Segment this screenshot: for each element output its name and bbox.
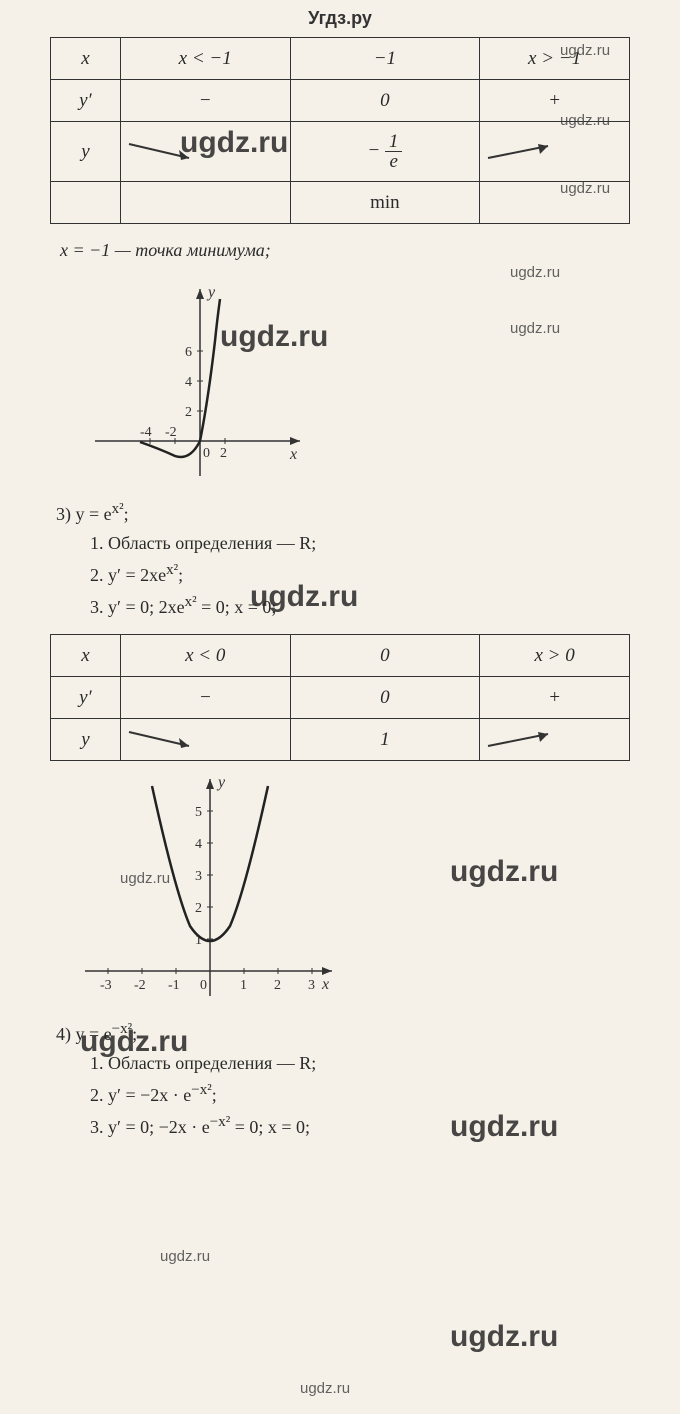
watermark-small: ugdz.ru	[300, 1380, 350, 1397]
table-row: x x < −1 −1 x > −1	[51, 38, 630, 80]
cell: 0	[290, 635, 480, 677]
table-row: min	[51, 182, 630, 224]
arrow-up-icon	[480, 140, 560, 164]
cell: x > 0	[480, 635, 630, 677]
fraction-prefix: −	[367, 140, 380, 161]
problem-4-line-3: 3. y′ = 0; −2x · e−x² = 0; x = 0;	[50, 1110, 640, 1142]
cell: y	[51, 719, 121, 761]
problem-3-head: 3) y = ex²;	[50, 497, 640, 529]
svg-text:0: 0	[200, 978, 207, 993]
svg-text:2: 2	[274, 978, 281, 993]
cell: x	[51, 38, 121, 80]
graph-2-container: y x -3 -2 -1 0 1 2 3 1 2 3 4 5	[80, 771, 340, 1001]
svg-text:1: 1	[240, 978, 247, 993]
graph-2: y x -3 -2 -1 0 1 2 3 1 2 3 4 5	[80, 771, 340, 1001]
cell: x < −1	[120, 38, 290, 80]
cell: 0	[290, 677, 480, 719]
cell-arrow-down	[120, 122, 290, 182]
main-content: x x < −1 −1 x > −1 y′ − 0 + y − 1	[0, 37, 680, 1142]
table-row: y − 1 e	[51, 122, 630, 182]
graph-1-container: y x -4 -2 0 2 2 4 6	[90, 281, 310, 481]
cell: y	[51, 122, 121, 182]
fraction-den: e	[385, 152, 403, 171]
page-header: Угдз.ру	[0, 0, 680, 33]
svg-text:2: 2	[195, 901, 202, 916]
cell: −1	[290, 38, 480, 80]
table-row: x x < 0 0 x > 0	[51, 635, 630, 677]
svg-text:4: 4	[185, 375, 192, 390]
x-axis-label: x	[321, 976, 329, 993]
cell-fraction: − 1 e	[290, 122, 480, 182]
problem-4-head: 4) y = e−x²;	[50, 1017, 640, 1049]
cell: −	[120, 80, 290, 122]
svg-text:0: 0	[203, 446, 210, 461]
cell	[480, 182, 630, 224]
problem-4-line-2: 2. y′ = −2x · e−x²;	[50, 1078, 640, 1110]
cell: +	[480, 80, 630, 122]
analysis-table-2: x x < 0 0 x > 0 y′ − 0 + y 1	[50, 634, 630, 761]
table-row: y 1	[51, 719, 630, 761]
cell: 1	[290, 719, 480, 761]
cell: x > −1	[480, 38, 630, 80]
watermark-small: ugdz.ru	[160, 1248, 210, 1265]
table-row: y′ − 0 +	[51, 677, 630, 719]
svg-text:-3: -3	[100, 978, 112, 993]
arrow-up-icon	[480, 728, 560, 752]
svg-text:-1: -1	[168, 978, 180, 993]
problem-3-line-3: 3. y′ = 0; 2xex² = 0; x = 0;	[50, 590, 640, 622]
analysis-table-1: x x < −1 −1 x > −1 y′ − 0 + y − 1	[50, 37, 630, 224]
x-axis-label: x	[289, 446, 297, 463]
cell: 0	[290, 80, 480, 122]
svg-text:6: 6	[185, 345, 192, 360]
y-axis-label: y	[206, 284, 216, 301]
problem-4-line-1: 1. Область определения — R;	[50, 1049, 640, 1078]
svg-text:2: 2	[185, 405, 192, 420]
cell: y′	[51, 677, 121, 719]
svg-text:-4: -4	[140, 425, 152, 440]
cell: min	[290, 182, 480, 224]
svg-text:-2: -2	[165, 425, 177, 440]
svg-text:2: 2	[220, 446, 227, 461]
cell: x < 0	[120, 635, 290, 677]
svg-text:3: 3	[195, 869, 202, 884]
cell: −	[120, 677, 290, 719]
cell: y′	[51, 80, 121, 122]
cell: +	[480, 677, 630, 719]
svg-text:-2: -2	[134, 978, 146, 993]
cell-arrow-up	[480, 719, 630, 761]
problem-3-line-1: 1. Область определения — R;	[50, 529, 640, 558]
graph-1: y x -4 -2 0 2 2 4 6	[90, 281, 310, 481]
watermark: ugdz.ru	[450, 1320, 558, 1354]
arrow-down-icon	[121, 728, 201, 752]
cell: x	[51, 635, 121, 677]
arrow-down-icon	[121, 140, 201, 164]
cell-arrow-up	[480, 122, 630, 182]
table-row: y′ − 0 +	[51, 80, 630, 122]
fraction-num: 1	[385, 132, 403, 152]
cell	[120, 182, 290, 224]
svg-text:5: 5	[195, 805, 202, 820]
svg-text:4: 4	[195, 837, 202, 852]
problem-3-line-2: 2. y′ = 2xex²;	[50, 558, 640, 590]
cell	[51, 182, 121, 224]
svg-text:3: 3	[308, 978, 315, 993]
cell-arrow-down	[120, 719, 290, 761]
y-axis-label: y	[216, 774, 226, 791]
minimum-point-text: x = −1 — точка минимума;	[50, 234, 640, 271]
